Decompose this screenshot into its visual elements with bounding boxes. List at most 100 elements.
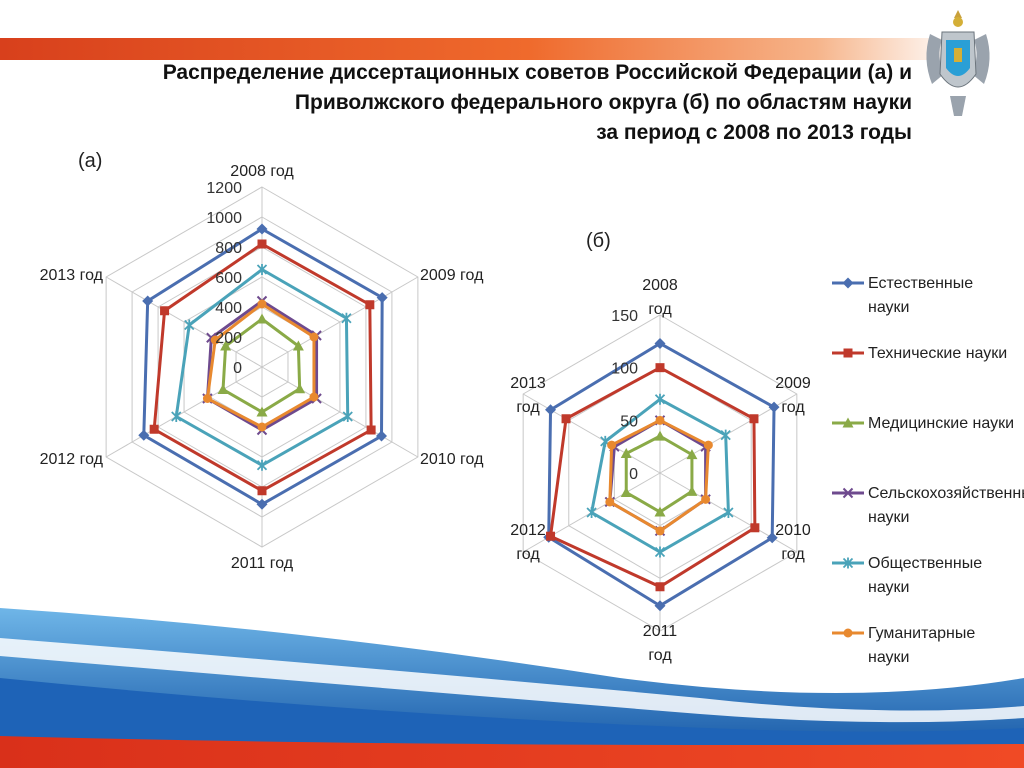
legend-swatch bbox=[832, 628, 864, 638]
coat-of-arms-emblem bbox=[926, 10, 990, 116]
tick-label: 150 bbox=[611, 308, 638, 325]
category-label: 2008 год bbox=[230, 163, 294, 180]
grid-spoke bbox=[261, 366, 419, 458]
data-point bbox=[654, 393, 666, 405]
data-point bbox=[766, 532, 778, 544]
data-point bbox=[160, 306, 170, 316]
series-1 bbox=[138, 223, 388, 510]
tick-label: 1200 bbox=[206, 180, 242, 197]
data-point bbox=[701, 494, 711, 504]
series-4 bbox=[604, 415, 711, 537]
series-line bbox=[547, 341, 776, 608]
data-point bbox=[256, 406, 268, 417]
data-point bbox=[655, 415, 665, 425]
data-point bbox=[376, 292, 388, 304]
data-point bbox=[365, 300, 375, 310]
data-point bbox=[586, 507, 597, 518]
data-point bbox=[686, 449, 698, 460]
data-point bbox=[703, 440, 713, 450]
data-point bbox=[142, 295, 154, 307]
data-point bbox=[376, 430, 388, 442]
data-point bbox=[655, 526, 665, 536]
tick-label: 800 bbox=[215, 240, 242, 257]
tick-label: 200 bbox=[215, 330, 242, 347]
legend-item: Технические науки bbox=[830, 342, 1020, 412]
data-point bbox=[768, 401, 780, 413]
legend-label: Гуманитарные науки bbox=[868, 625, 976, 666]
series-3 bbox=[217, 313, 306, 417]
grid-spoke bbox=[522, 393, 661, 474]
data-point bbox=[138, 429, 150, 441]
data-point bbox=[292, 340, 304, 351]
data-point bbox=[256, 313, 268, 324]
chart-legend: Естественные науки Технические науки Медиц… bbox=[830, 272, 1024, 692]
legend-marker bbox=[842, 557, 854, 569]
legend-swatch bbox=[832, 557, 864, 569]
title-line-1: Распределение диссертационных советов Ро… bbox=[162, 61, 912, 84]
data-point bbox=[620, 486, 632, 497]
series-2 bbox=[149, 239, 376, 496]
legend-item: Естественные науки bbox=[830, 272, 1020, 342]
data-point bbox=[257, 422, 267, 432]
data-point bbox=[171, 411, 182, 422]
data-point bbox=[309, 332, 319, 342]
legend-marker bbox=[842, 277, 854, 289]
legend-swatch bbox=[832, 348, 864, 358]
data-point bbox=[256, 223, 268, 235]
slide-title: Распределение диссертационных советов Ро… bbox=[92, 58, 912, 148]
data-point bbox=[545, 404, 557, 416]
data-point bbox=[256, 264, 268, 275]
category-label: 2012 год bbox=[40, 451, 104, 468]
data-point bbox=[257, 299, 267, 309]
legend-swatch bbox=[832, 417, 864, 428]
data-point bbox=[654, 546, 666, 558]
category-label: 2010 год bbox=[775, 522, 811, 563]
data-point bbox=[294, 383, 306, 394]
data-point bbox=[366, 425, 376, 435]
legend-label: Медицинские науки bbox=[868, 415, 1015, 432]
series-6 bbox=[605, 415, 713, 536]
series-3 bbox=[620, 430, 698, 517]
data-point bbox=[184, 319, 195, 331]
data-point bbox=[607, 440, 617, 450]
category-label: 2013 год bbox=[40, 267, 104, 284]
data-point bbox=[561, 414, 571, 424]
tick-label: 0 bbox=[233, 360, 242, 377]
data-point bbox=[309, 392, 319, 402]
legend-label: Технические науки bbox=[868, 345, 1008, 362]
data-point bbox=[202, 394, 212, 403]
tick-label: 0 bbox=[629, 466, 638, 483]
category-label: 2013 год bbox=[510, 375, 546, 416]
data-point bbox=[720, 429, 731, 441]
data-point bbox=[257, 239, 267, 249]
data-point bbox=[546, 531, 556, 541]
series-5 bbox=[586, 393, 734, 558]
tick-label: 400 bbox=[215, 300, 242, 317]
legend-label: Естественные науки bbox=[868, 275, 974, 316]
panel-label-b: (б) bbox=[586, 230, 611, 252]
grid-spoke bbox=[261, 276, 419, 368]
top-banner bbox=[0, 38, 960, 60]
data-point bbox=[217, 384, 229, 394]
data-point bbox=[605, 497, 615, 507]
series-1 bbox=[543, 337, 780, 612]
category-label: 2011 год bbox=[643, 623, 678, 664]
data-point bbox=[723, 507, 734, 518]
legend-item: Медицинские науки bbox=[830, 412, 1020, 482]
data-point bbox=[686, 485, 698, 496]
data-point bbox=[654, 430, 666, 441]
data-point bbox=[750, 523, 760, 533]
title-line-3: за период с 2008 по 2013 годы bbox=[596, 121, 912, 144]
category-label: 2010 год bbox=[420, 451, 484, 468]
data-point bbox=[749, 414, 759, 424]
legend-marker bbox=[843, 348, 853, 358]
legend-item: Гуманитарные науки bbox=[830, 622, 1020, 692]
tick-label: 600 bbox=[215, 270, 242, 287]
category-label: 2009 год bbox=[420, 267, 484, 284]
data-point bbox=[654, 337, 666, 349]
data-point bbox=[220, 340, 232, 351]
data-point bbox=[342, 411, 353, 422]
data-point bbox=[655, 582, 665, 592]
data-point bbox=[654, 506, 666, 517]
